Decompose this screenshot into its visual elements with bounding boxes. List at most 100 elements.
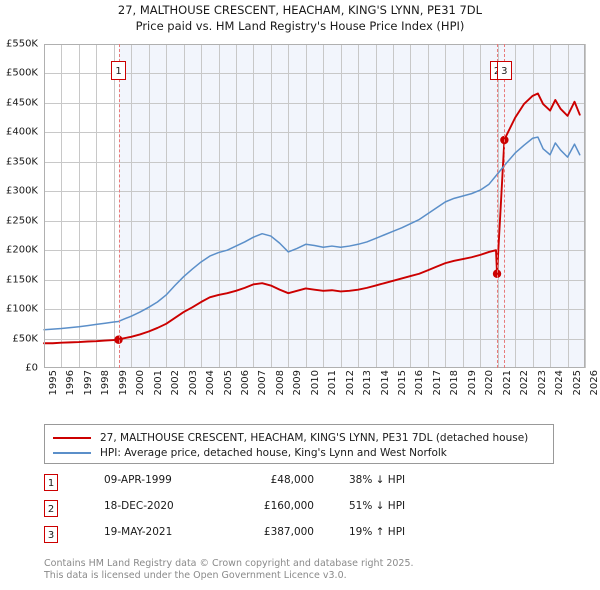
y-axis-tick-label: £350K <box>5 156 38 168</box>
gridline-vertical <box>61 44 62 368</box>
marker-callout-1[interactable]: 1 <box>111 61 127 80</box>
x-axis-tick-label: 2002 <box>170 370 182 396</box>
footer-line-2: This data is licensed under the Open Gov… <box>44 569 347 581</box>
gridline-vertical <box>568 44 569 368</box>
marker-callout-3[interactable]: 3 <box>496 61 512 80</box>
gridline-vertical <box>341 44 342 368</box>
gridline-vertical <box>498 44 499 368</box>
transaction-date: 18-DEC-2020 <box>104 500 174 512</box>
gridline-horizontal <box>44 191 585 192</box>
gridline-vertical <box>585 44 586 368</box>
y-axis-tick-label: £500K <box>5 67 38 79</box>
gridline-vertical <box>271 44 272 368</box>
x-axis-tick-label: 2001 <box>152 370 164 396</box>
series-lines <box>43 92 581 345</box>
transaction-price: £160,000 <box>263 500 314 512</box>
x-axis-tick-label: 2010 <box>309 370 321 396</box>
x-axis-tick-label: 2007 <box>257 370 269 396</box>
x-axis-tick-label: 2021 <box>501 370 513 396</box>
gridline-horizontal <box>44 309 585 310</box>
x-axis-tick-label: 2008 <box>274 370 286 396</box>
transaction-hpi-delta: 51% ↓ HPI <box>349 500 406 512</box>
y-axis-tick-label: £450K <box>5 97 38 109</box>
x-axis-tick-label: 2011 <box>327 370 339 396</box>
table-row: 1 09-APR-1999 £48,000 38% ↓ HPI <box>44 472 564 498</box>
transaction-index-badge: 1 <box>44 474 58 491</box>
y-axis-tick-label: £300K <box>5 185 38 197</box>
table-row: 3 19-MAY-2021 £387,000 19% ↑ HPI <box>44 524 564 550</box>
legend-label-property: 27, MALTHOUSE CRESCENT, HEACHAM, KING'S … <box>100 431 529 444</box>
legend-swatch-hpi <box>53 451 91 454</box>
x-axis-tick-label: 2024 <box>554 370 566 396</box>
x-axis-tick-label: 2023 <box>536 370 548 396</box>
gridline-vertical <box>358 44 359 368</box>
y-axis-tick-label: £150K <box>5 274 38 286</box>
x-axis-tick-label: 2004 <box>205 370 217 396</box>
gridline-vertical <box>219 44 220 368</box>
gridline-vertical <box>79 44 80 368</box>
ownership-shaded-region <box>118 44 585 368</box>
x-axis-tick-label: 2019 <box>466 370 478 396</box>
marker-guideline <box>497 44 499 368</box>
gridline-vertical <box>201 44 202 368</box>
gridline-vertical <box>480 44 481 368</box>
gridline-vertical <box>410 44 411 368</box>
gridline-vertical <box>306 44 307 368</box>
transaction-hpi-delta: 38% ↓ HPI <box>349 474 406 486</box>
gridline-vertical <box>149 44 150 368</box>
gridline-horizontal <box>44 339 585 340</box>
x-axis-tick-label: 2003 <box>187 370 199 396</box>
hpi-average-line <box>43 136 581 331</box>
y-axis-tick-label: £400K <box>5 126 38 138</box>
x-axis-tick-label: 2020 <box>484 370 496 396</box>
legend-item-hpi: HPI: Average price, detached house, King… <box>53 445 545 460</box>
transaction-index-badge: 3 <box>44 526 58 543</box>
gridline-horizontal <box>44 73 585 74</box>
gridline-horizontal <box>44 280 585 281</box>
gridline-vertical <box>428 44 429 368</box>
y-axis-labels: £0 £50K £100K £150K £200K £250K £300K £350K £400… <box>0 39 41 374</box>
transaction-index-badge: 2 <box>44 500 58 517</box>
chart-legend: 27, MALTHOUSE CRESCENT, HEACHAM, KING'S … <box>44 424 554 464</box>
gridline-vertical <box>288 44 289 368</box>
footer-line-1: Contains HM Land Registry data © Crown c… <box>44 558 414 569</box>
attribution-footer: Contains HM Land Registry data © Crown c… <box>44 558 584 581</box>
legend-label-hpi: HPI: Average price, detached house, King… <box>100 446 447 459</box>
y-axis-tick-label: £100K <box>5 303 38 315</box>
gridline-vertical <box>550 44 551 368</box>
x-axis-tick-label: 1995 <box>48 370 59 396</box>
gridline-vertical <box>114 44 115 368</box>
x-axis-tick-label: 2026 <box>589 370 600 396</box>
x-axis-tick-label: 2017 <box>431 370 443 396</box>
gridline-vertical <box>533 44 534 368</box>
gridline-horizontal <box>44 250 585 251</box>
transaction-date: 09-APR-1999 <box>104 474 172 486</box>
marker-guideline <box>118 44 120 368</box>
table-row: 2 18-DEC-2020 £160,000 51% ↓ HPI <box>44 498 564 524</box>
gridline-horizontal <box>44 162 585 163</box>
gridline-vertical <box>96 44 97 368</box>
y-axis-tick-label: £0 <box>25 362 38 374</box>
property-price-line <box>43 92 581 345</box>
x-axis-tick-label: 2025 <box>571 370 583 396</box>
x-axis-tick-label: 2005 <box>222 370 234 396</box>
y-axis-tick-label: £200K <box>5 244 38 256</box>
gridline-vertical <box>184 44 185 368</box>
page-title: 27, MALTHOUSE CRESCENT, HEACHAM, KING'S … <box>0 2 600 34</box>
price-chart: 123 <box>43 44 586 368</box>
gridline-vertical <box>463 44 464 368</box>
x-axis-tick-label: 2013 <box>362 370 374 396</box>
x-axis-tick-label: 2014 <box>379 370 391 396</box>
gridline-horizontal <box>44 221 585 222</box>
gridline-vertical <box>166 44 167 368</box>
transaction-price: £48,000 <box>270 474 314 486</box>
y-axis-tick-label: £50K <box>12 333 38 345</box>
x-axis-tick-label: 1998 <box>100 370 112 396</box>
transaction-hpi-delta: 19% ↑ HPI <box>349 526 406 538</box>
gridline-vertical <box>393 44 394 368</box>
title-line-1: 27, MALTHOUSE CRESCENT, HEACHAM, KING'S … <box>117 3 483 17</box>
gridline-vertical <box>376 44 377 368</box>
legend-swatch-property <box>53 436 91 439</box>
x-axis-tick-label: 2000 <box>135 370 147 396</box>
